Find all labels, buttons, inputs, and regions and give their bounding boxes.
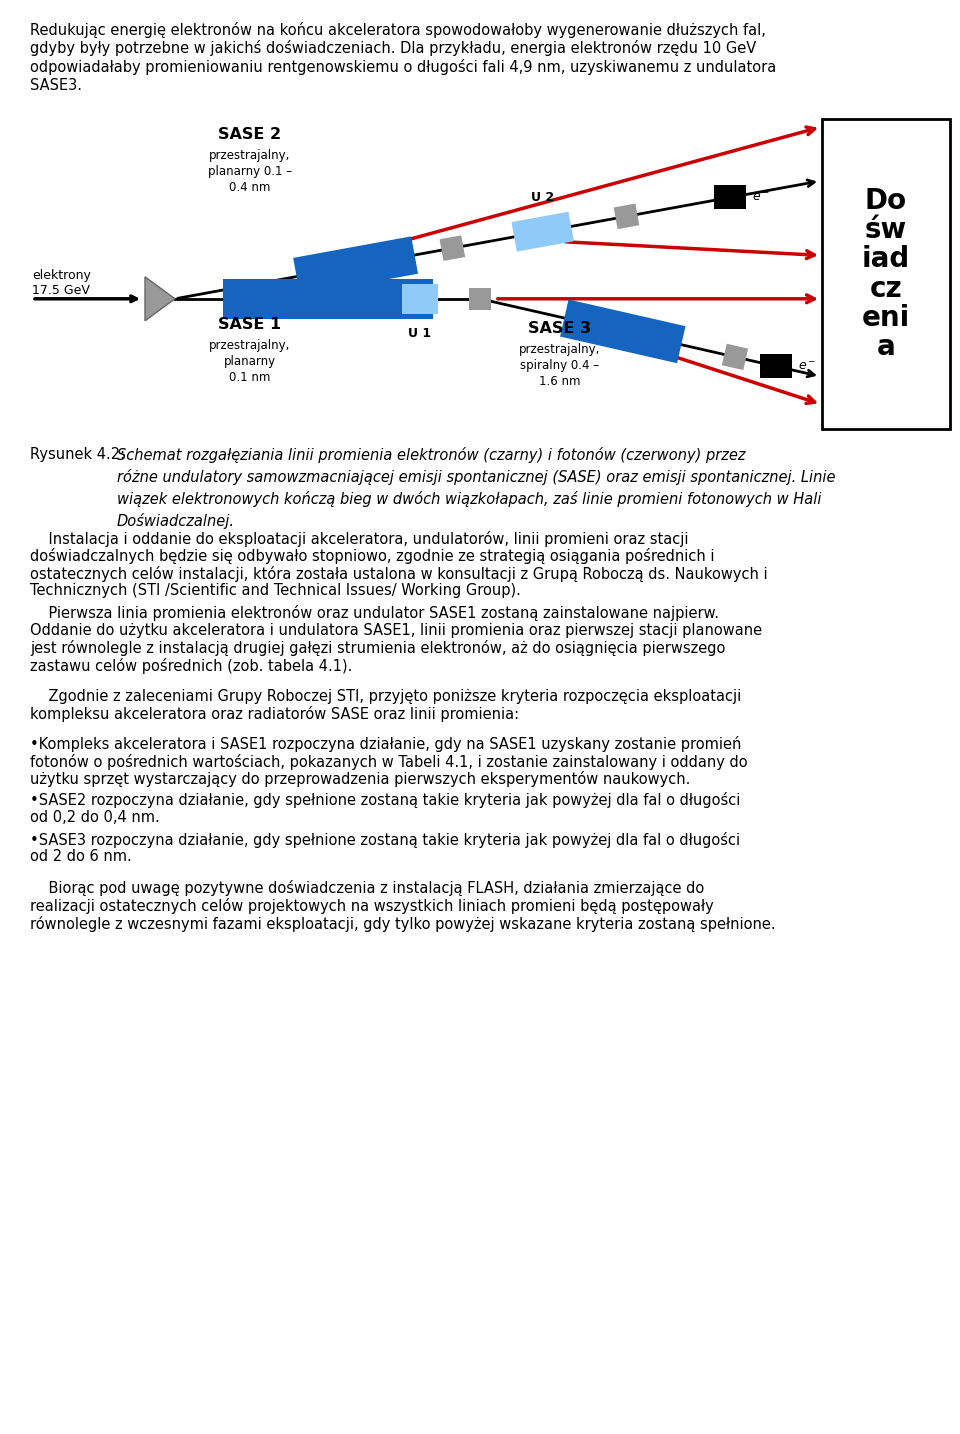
Text: Instalacja i oddanie do eksploatacji akceleratora, undulatorów, linii promieni o: Instalacja i oddanie do eksploatacji akc… [30,531,688,546]
Text: Do
św
iad
cz
eni
a: Do św iad cz eni a [862,188,910,361]
Text: elektrony
17.5 GeV: elektrony 17.5 GeV [32,268,91,297]
Text: U 1: U 1 [408,327,432,340]
Polygon shape [469,288,491,310]
Text: równolegle z wczesnymi fazami eksploatacji, gdy tylko powyżej wskazane kryteria : równolegle z wczesnymi fazami eksploatac… [30,915,776,932]
Text: Biorąc pod uwagę pozytywne doświadczenia z instalacją FLASH, działania zmierzają: Biorąc pod uwagę pozytywne doświadczenia… [30,880,705,896]
Polygon shape [223,278,433,318]
Polygon shape [440,235,466,261]
Polygon shape [613,204,639,229]
Text: $e^-$: $e^-$ [798,360,816,373]
Text: •Kompleks akceleratora i SASE1 rozpoczyna działanie, gdy na SASE1 uzyskany zosta: •Kompleks akceleratora i SASE1 rozpoczyn… [30,736,741,751]
Text: użytku sprzęt wystarczający do przeprowadzenia pierwszych eksperymentów naukowyc: użytku sprzęt wystarczający do przeprowa… [30,771,690,787]
Polygon shape [145,277,175,321]
Text: odpowiadałaby promieniowaniu rentgenowskiemu o długości fali 4,9 nm, uzyskiwanem: odpowiadałaby promieniowaniu rentgenowsk… [30,59,777,75]
Polygon shape [722,344,748,370]
Text: od 2 do 6 nm.: od 2 do 6 nm. [30,849,132,865]
Text: Oddanie do użytku akceleratora i undulatora SASE1, linii promienia oraz pierwsze: Oddanie do użytku akceleratora i undulat… [30,622,762,638]
Polygon shape [293,237,418,295]
Text: U 2: U 2 [531,191,554,204]
Text: realizacji ostatecznych celów projektowych na wszystkich liniach promieni będą p: realizacji ostatecznych celów projektowy… [30,898,713,913]
Text: doświadczalnych będzie się odbywało stopniowo, zgodnie ze strategią osiągania po: doświadczalnych będzie się odbywało stop… [30,548,714,565]
Text: ostatecznych celów instalacji, która została ustalona w konsultacji z Grupą Robo: ostatecznych celów instalacji, która zos… [30,566,768,582]
Text: •SASE2 rozpoczyna działanie, gdy spełnione zostaną takie kryteria jak powyżej dl: •SASE2 rozpoczyna działanie, gdy spełnio… [30,793,740,809]
Text: Zgodnie z zaleceniami Grupy Roboczej STI, przyjęto poniższe kryteria rozpoczęcia: Zgodnie z zaleceniami Grupy Roboczej STI… [30,688,741,704]
Text: Schemat rozgałęziania linii promienia elektronów (czarny) i fotonów (czerwony) p: Schemat rozgałęziania linii promienia el… [117,447,835,529]
Text: SASE 2: SASE 2 [219,128,281,142]
Text: Redukując energię elektronów na końcu akceleratora spowodowałoby wygenerowanie d: Redukując energię elektronów na końcu ak… [30,22,766,37]
Bar [822,119,950,429]
Text: SASE 1: SASE 1 [219,317,281,331]
Text: Technicznych (STI /Scientific and Technical Issues/ Working Group).: Technicznych (STI /Scientific and Techni… [30,584,521,598]
Text: $e^-$: $e^-$ [752,191,770,204]
Text: •SASE3 rozpoczyna działanie, gdy spełnione zostaną takie kryteria jak powyżej dl: •SASE3 rozpoczyna działanie, gdy spełnio… [30,832,740,847]
Text: kompleksu akceleratora oraz radiatorów SASE oraz linii promienia:: kompleksu akceleratora oraz radiatorów S… [30,707,519,723]
Polygon shape [402,284,438,314]
Text: zastawu celów pośrednich (zob. tabela 4.1).: zastawu celów pośrednich (zob. tabela 4.… [30,658,352,674]
Polygon shape [512,212,574,251]
Text: fotonów o pośrednich wartościach, pokazanych w Tabeli 4.1, i zostanie zainstalow: fotonów o pośrednich wartościach, pokaza… [30,753,748,770]
Polygon shape [759,354,792,379]
Text: Pierwsza linia promienia elektronów oraz undulator SASE1 zostaną zainstalowane n: Pierwsza linia promienia elektronów oraz… [30,605,719,621]
Polygon shape [713,185,746,209]
Polygon shape [560,300,685,363]
Text: gdyby były potrzebne w jakichś doświadczeniach. Dla przykładu, energia elektronó: gdyby były potrzebne w jakichś doświadcz… [30,40,756,56]
Text: przestrajalny,
planarny
0.1 nm: przestrajalny, planarny 0.1 nm [209,338,291,384]
Text: od 0,2 do 0,4 nm.: od 0,2 do 0,4 nm. [30,810,159,825]
Text: przestrajalny,
planarny 0.1 –
0.4 nm: przestrajalny, planarny 0.1 – 0.4 nm [208,149,292,194]
Text: SASE 3: SASE 3 [528,321,591,336]
Text: jest równolegle z instalacją drugiej gałęzi strumienia elektronów, aż do osiągni: jest równolegle z instalacją drugiej gał… [30,640,726,655]
Text: Rysunek 4.2:: Rysunek 4.2: [30,447,130,462]
Text: przestrajalny,
spiralny 0.4 –
1.6 nm: przestrajalny, spiralny 0.4 – 1.6 nm [519,343,601,387]
Text: SASE3.: SASE3. [30,77,82,93]
